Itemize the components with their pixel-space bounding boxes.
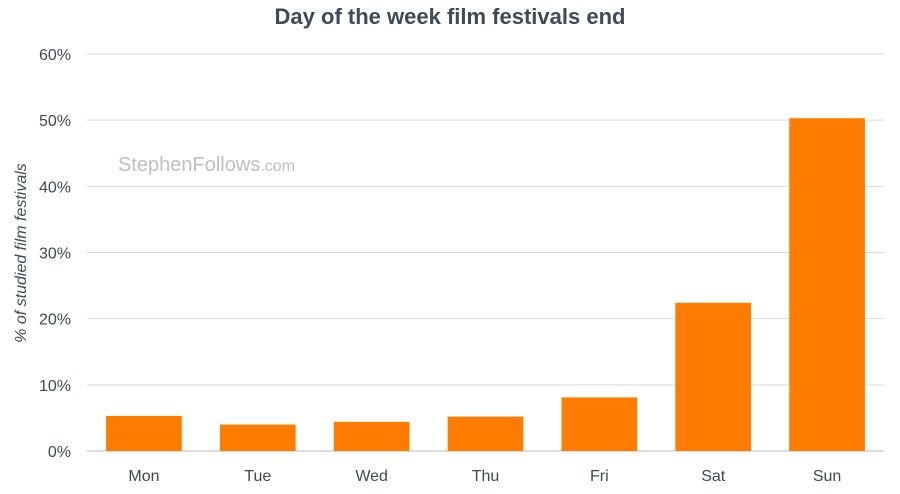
bar-sat (675, 302, 752, 451)
x-tick-label: Tue (244, 468, 271, 485)
x-tick-label: Sun (813, 468, 841, 485)
bar-mon (106, 415, 182, 451)
bar-sun (789, 118, 865, 451)
x-tick-label: Thu (472, 468, 500, 485)
watermark-suffix: .com (260, 158, 295, 175)
gridlines (87, 53, 884, 452)
x-tick-label: Mon (128, 468, 159, 485)
watermark-main: StephenFollows (118, 154, 260, 176)
x-tick-label: Fri (590, 468, 609, 485)
bars (106, 118, 865, 451)
bar-tue (219, 424, 296, 451)
y-tick-label: 30% (39, 246, 71, 263)
chart-title: Day of the week film festivals end (274, 4, 626, 29)
y-axis-title: % of studied film festivals (13, 163, 30, 343)
y-tick-labels: 0% 10% 20% 30% 40% 50% 60% (39, 47, 71, 461)
bar-fri (561, 397, 638, 451)
x-tick-labels: Mon Tue Wed Thu Fri Sat Sun (128, 468, 841, 485)
y-tick-label: 60% (39, 47, 71, 64)
y-tick-label: 50% (39, 113, 71, 130)
watermark: StephenFollows.com (118, 154, 295, 176)
y-tick-label: 20% (39, 312, 71, 329)
y-tick-label: 40% (39, 179, 71, 196)
y-tick-label: 10% (39, 378, 71, 395)
x-tick-label: Wed (355, 468, 388, 485)
x-tick-label: Sat (701, 468, 726, 485)
bar-thu (447, 416, 524, 451)
bar-wed (333, 421, 410, 451)
y-tick-label: 0% (48, 444, 71, 461)
